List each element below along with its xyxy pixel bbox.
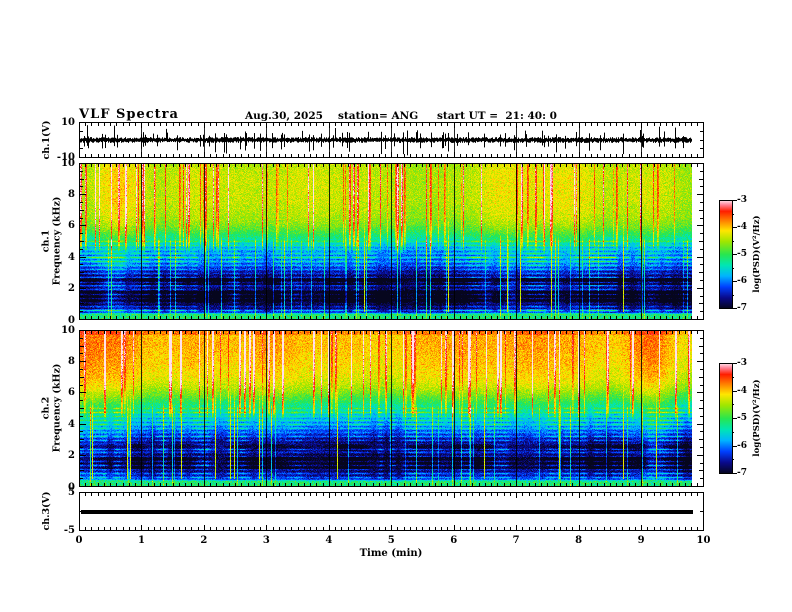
x-tick-label: 9: [637, 535, 645, 546]
x-tick-label: 1: [137, 535, 145, 546]
y-tick-label: -10: [56, 152, 75, 163]
ch2-colorbar-tick-label: -4: [737, 385, 747, 396]
ch2-spectrogram-canvas: [79, 330, 704, 487]
ch2-colorbar-tick-label: -7: [737, 468, 747, 478]
y-tick-label: 10: [61, 117, 75, 128]
y-tick-label: 0: [68, 481, 75, 493]
ch2-colorbar-tick-label: -5: [737, 413, 747, 423]
x-tick-label: 2: [200, 535, 208, 546]
ch2-colorbar: [719, 363, 741, 474]
x-tick-label: 8: [575, 535, 583, 546]
y-tick-label: 10: [61, 157, 75, 169]
y-tick-label: 6: [68, 220, 75, 232]
y-tick-label: 6: [68, 387, 75, 399]
date-label: Aug.30, 2025: [245, 110, 323, 122]
y-tick-label: 0: [68, 314, 75, 326]
start-ut-label: start UT = 21: 40: 0: [437, 110, 557, 122]
y-tick-label: 8: [68, 355, 75, 367]
ch1-spectrogram-canvas: [79, 163, 704, 320]
x-tick-label: 10: [696, 535, 711, 546]
ch1-colorbar-tick-label: -5: [737, 249, 747, 259]
y-tick-label: 4: [68, 418, 75, 430]
x-tick-label: 6: [450, 535, 458, 546]
y-tick-label: -5: [63, 525, 75, 536]
station-label: station= ANG: [338, 110, 419, 122]
time-axis-label: Time (min): [359, 548, 423, 559]
ch2-colorbar-tick-label: -3: [737, 358, 747, 368]
y-tick-label: 2: [68, 450, 75, 462]
ch3-waveform-canvas: [79, 492, 704, 531]
ch1-colorbar: [719, 200, 741, 309]
ch1-colorbar-tick-label: -4: [737, 222, 747, 232]
ch1-colorbar-tick-label: -6: [737, 276, 747, 286]
y-tick-label: 10: [61, 324, 75, 336]
x-tick-label: 3: [262, 535, 270, 546]
y-tick-label: 8: [68, 188, 75, 200]
figure-title: VLF Spectra: [79, 107, 179, 122]
y-tick-label: 4: [68, 251, 75, 263]
x-tick-label: 0: [75, 535, 83, 546]
y-tick-label: 2: [68, 283, 75, 295]
x-tick-label: 5: [387, 535, 395, 546]
ch1-colorbar-tick-label: -3: [737, 195, 747, 205]
ch1-waveform-canvas: [79, 122, 704, 158]
ch1-colorbar-tick-label: -7: [737, 303, 747, 313]
ch2-colorbar-tick-label: -6: [737, 440, 747, 451]
x-tick-label: 4: [325, 535, 333, 546]
y-tick-label: 5: [68, 487, 75, 498]
x-tick-label: 7: [512, 535, 520, 546]
